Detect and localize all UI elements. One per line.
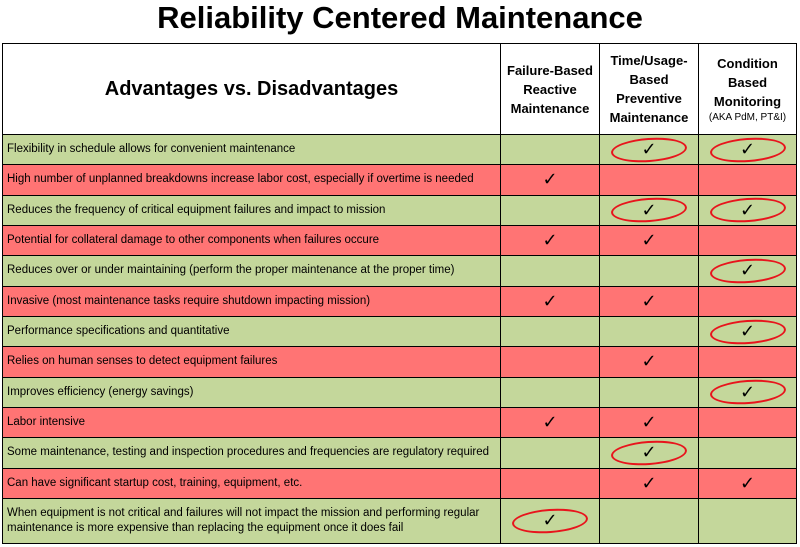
check-cell	[500, 376, 600, 408]
checkmark-icon: ✓	[739, 260, 756, 282]
check-cell: ✓	[698, 315, 797, 348]
check-cell: ✓	[599, 406, 699, 439]
check-cell: ✓	[698, 133, 797, 166]
check-cell	[500, 467, 600, 499]
checkmark-icon: ✓	[641, 139, 657, 161]
check-cell: ✓	[500, 224, 600, 257]
table-row: Performance specifications and quantitat…	[2, 315, 797, 348]
checkmark-icon: ✓	[739, 321, 756, 343]
check-cell	[599, 255, 699, 287]
table-row: Reduces the frequency of critical equipm…	[2, 194, 797, 226]
table-row: Improves efficiency (energy savings) ✓	[2, 376, 797, 408]
checkmark-icon: ✓	[542, 169, 558, 191]
page-title: Reliability Centered Maintenance	[157, 0, 643, 35]
check-cell	[500, 437, 600, 469]
row-description: Improves efficiency (energy savings)	[2, 376, 501, 408]
checkmark-icon: ✓	[641, 412, 657, 434]
check-cell	[599, 315, 699, 348]
check-cell	[500, 133, 600, 166]
check-cell: ✓	[599, 285, 699, 317]
table-row: Relies on human senses to detect equipme…	[2, 346, 797, 378]
check-cell	[599, 376, 699, 408]
checkmark-icon: ✓	[542, 510, 558, 532]
check-cell	[698, 224, 797, 257]
check-cell: ✓	[599, 467, 699, 499]
row-description: Labor intensive	[2, 406, 501, 439]
column-label: Condition Based Monitoring	[713, 55, 782, 109]
row-description: Invasive (most maintenance tasks require…	[2, 285, 501, 317]
header-row: Advantages vs. Disadvantages Failure-Bas…	[2, 43, 797, 135]
table-row: Labor intensive ✓ ✓	[2, 406, 797, 439]
check-cell: ✓	[698, 376, 797, 408]
checkmark-icon: ✓	[739, 139, 756, 161]
checkmark-icon: ✓	[542, 230, 558, 252]
check-cell	[698, 497, 797, 545]
table-row: Flexibility in schedule allows for conve…	[2, 133, 797, 166]
column-label: Time/Usage-Based Preventive Maintenance	[609, 53, 689, 125]
check-cell: ✓	[500, 285, 600, 317]
row-description: High number of unplanned breakdowns incr…	[2, 164, 501, 196]
check-cell: ✓	[599, 133, 699, 166]
check-cell	[500, 346, 600, 378]
checkmark-icon: ✓	[542, 412, 558, 434]
row-description: When equipment is not critical and failu…	[2, 497, 501, 545]
table-row: Reduces over or under maintaining (perfo…	[2, 255, 797, 287]
check-cell	[698, 285, 797, 317]
check-cell: ✓	[599, 194, 699, 226]
check-cell: ✓	[698, 194, 797, 226]
checkmark-icon: ✓	[641, 290, 657, 312]
checkmark-icon: ✓	[739, 199, 756, 221]
row-description: Reduces the frequency of critical equipm…	[2, 194, 501, 226]
check-cell	[500, 315, 600, 348]
checkmark-icon: ✓	[641, 230, 657, 252]
check-cell	[599, 497, 699, 545]
header-condition-based: Condition Based Monitoring (AKA PdM, PT&I…	[698, 43, 797, 135]
check-cell	[599, 164, 699, 196]
column-label: Failure-Based Reactive Maintenance	[507, 62, 593, 116]
check-cell	[698, 346, 797, 378]
check-cell: ✓	[698, 255, 797, 287]
check-cell	[698, 437, 797, 469]
row-description: Performance specifications and quantitat…	[2, 315, 501, 348]
check-cell: ✓	[599, 224, 699, 257]
checkmark-icon: ✓	[641, 351, 657, 373]
header-failure-based: Failure-Based Reactive Maintenance	[500, 43, 600, 135]
checkmark-icon: ✓	[739, 381, 756, 403]
header-time-usage-based: Time/Usage-Based Preventive Maintenance	[599, 43, 699, 135]
table-row: Some maintenance, testing and inspection…	[2, 437, 797, 469]
table-row: Potential for collateral damage to other…	[2, 224, 797, 257]
row-description: Reduces over or under maintaining (perfo…	[2, 255, 501, 287]
check-cell	[698, 406, 797, 439]
checkmark-icon: ✓	[641, 199, 657, 221]
check-cell: ✓	[698, 467, 797, 499]
row-description: Can have significant startup cost, train…	[2, 467, 501, 499]
check-cell	[698, 164, 797, 196]
table-row: When equipment is not critical and failu…	[2, 497, 797, 545]
checkmark-icon: ✓	[641, 472, 657, 494]
check-cell	[500, 255, 600, 287]
row-description: Some maintenance, testing and inspection…	[2, 437, 501, 469]
checkmark-icon: ✓	[641, 442, 657, 464]
check-cell: ✓	[500, 164, 600, 196]
check-cell: ✓	[500, 406, 600, 439]
table-row: Can have significant startup cost, train…	[2, 467, 797, 499]
check-cell: ✓	[599, 346, 699, 378]
table-row: High number of unplanned breakdowns incr…	[2, 164, 797, 196]
row-description: Potential for collateral damage to other…	[2, 224, 501, 257]
check-cell	[500, 194, 600, 226]
comparison-table: Advantages vs. Disadvantages Failure-Bas…	[2, 43, 797, 545]
checkmark-icon: ✓	[739, 472, 756, 494]
column-sublabel: (AKA PdM, PT&I)	[708, 111, 787, 123]
row-description: Relies on human senses to detect equipme…	[2, 346, 501, 378]
checkmark-icon: ✓	[542, 290, 558, 312]
check-cell: ✓	[599, 437, 699, 469]
row-description: Flexibility in schedule allows for conve…	[2, 133, 501, 166]
header-advantages-vs-disadvantages: Advantages vs. Disadvantages	[2, 43, 501, 135]
table-row: Invasive (most maintenance tasks require…	[2, 285, 797, 317]
check-cell: ✓	[500, 497, 600, 545]
